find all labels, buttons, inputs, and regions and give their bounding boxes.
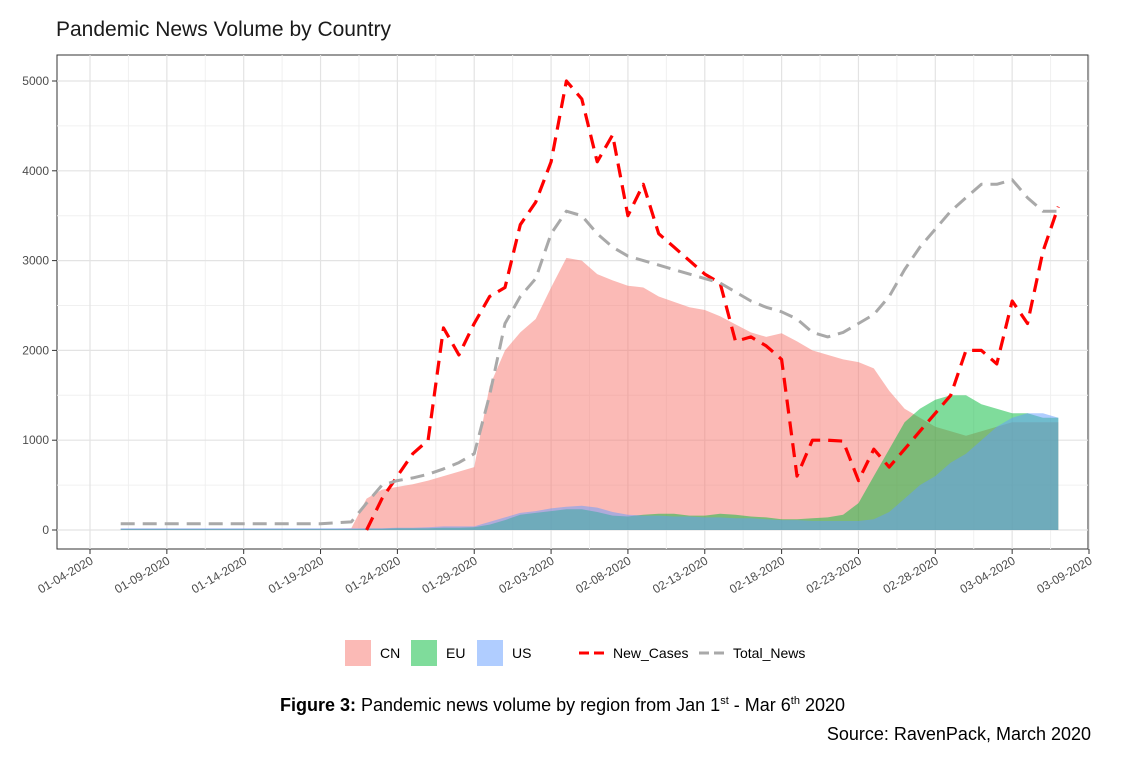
x-tick-label: 02-18-2020 [727, 553, 787, 596]
caption-text-end: 2020 [799, 695, 845, 715]
x-tick-label: 02-13-2020 [650, 553, 710, 596]
legend-label: EU [446, 645, 465, 661]
y-tick-label: 0 [42, 523, 49, 537]
y-tick-label: 3000 [22, 254, 49, 268]
x-tick-label: 01-09-2020 [112, 553, 172, 596]
caption-label: Figure 3: [279, 695, 356, 715]
figure-caption: Figure 3: Pandemic news volume by region… [0, 695, 1125, 716]
caption-sup-1: st [720, 695, 729, 707]
x-tick-label: 01-24-2020 [343, 553, 403, 596]
x-tick-label: 01-14-2020 [189, 553, 249, 596]
legend-label: Total_News [733, 645, 805, 661]
legend-swatch [345, 640, 371, 666]
x-tick-label: 02-03-2020 [496, 553, 556, 596]
x-tick-label: 03-04-2020 [957, 553, 1017, 596]
legend: CN EU US New_Cases Total_News [345, 640, 805, 666]
x-tick-label: 01-29-2020 [420, 553, 480, 596]
x-tick-label: 02-08-2020 [573, 553, 633, 596]
legend-swatch [477, 640, 503, 666]
line-layer [120, 79, 1060, 531]
legend-label: CN [380, 645, 400, 661]
legend-item-new-cases: New_Cases [579, 645, 688, 661]
area-layer [120, 257, 1059, 530]
chart-title: Pandemic News Volume by Country [56, 18, 391, 41]
total-news-line [120, 178, 1059, 526]
caption-text-mid: - Mar 6 [728, 695, 791, 715]
y-tick-label: 4000 [22, 164, 49, 178]
source-note: Source: RavenPack, March 2020 [826, 724, 1091, 744]
x-tick-label: 03-09-2020 [1034, 553, 1094, 596]
y-tick-label: 5000 [22, 74, 49, 88]
y-axis: 0 1000 2000 3000 4000 5000 [22, 74, 57, 537]
x-axis: 01-04-2020 01-09-2020 01-14-2020 01-19-2020… [35, 549, 1095, 596]
x-tick-label: 02-23-2020 [804, 553, 864, 596]
new-cases-line [365, 79, 1060, 531]
x-tick-label: 01-04-2020 [35, 553, 95, 596]
y-tick-label: 2000 [22, 343, 49, 357]
legend-item-total-news: Total_News [699, 645, 805, 661]
us-area [120, 413, 1059, 530]
legend-label: US [512, 645, 531, 661]
cn-area [120, 257, 1059, 530]
legend-label: New_Cases [613, 645, 688, 661]
y-tick-label: 1000 [22, 433, 49, 447]
legend-item-cn: CN [345, 640, 400, 666]
x-tick-label: 02-28-2020 [881, 553, 941, 596]
legend-item-us: US [477, 640, 531, 666]
caption-text-main: Pandemic news volume by region from Jan … [356, 695, 721, 715]
legend-swatch [411, 640, 437, 666]
caption-sup-2: th [790, 695, 800, 707]
x-tick-label: 01-19-2020 [266, 553, 326, 596]
legend-item-eu: EU [411, 640, 465, 666]
